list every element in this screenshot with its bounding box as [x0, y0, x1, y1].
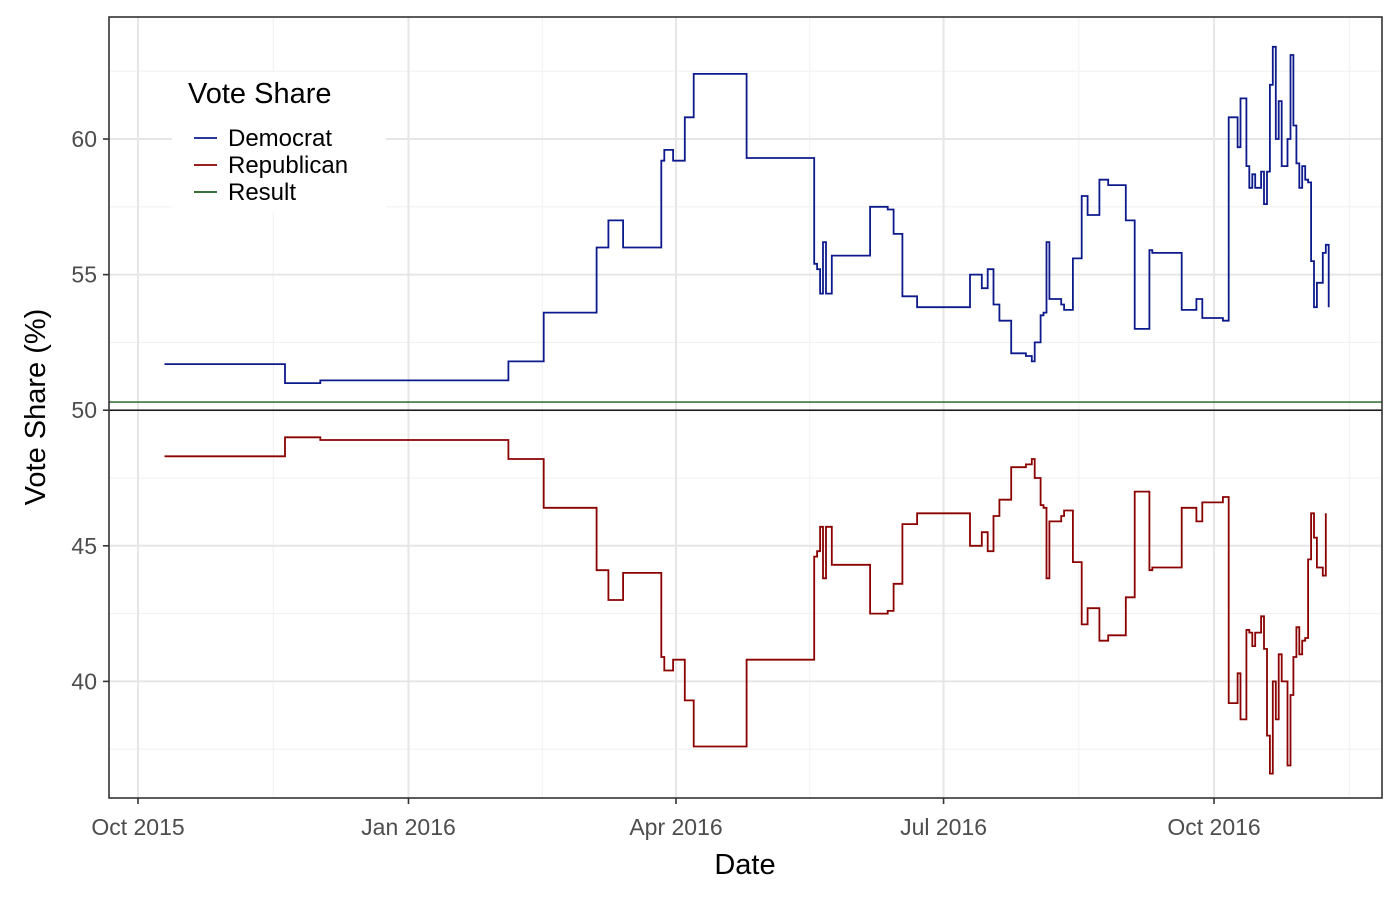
x-tick-label-jan-2016: Jan 2016: [361, 814, 456, 840]
x-axis-title: Date: [714, 849, 775, 881]
x-tick-label-oct-2015: Oct 2015: [91, 814, 184, 840]
legend: Vote Share Democrat Republican Result: [172, 72, 386, 212]
legend-label-republican: Republican: [228, 152, 348, 179]
y-tick-label-40: 40: [71, 668, 97, 694]
y-tick-label-50: 50: [71, 397, 97, 423]
y-tick-label-55: 55: [71, 262, 97, 288]
x-tick-label-jul-2016: Jul 2016: [900, 814, 987, 840]
panel-border: [108, 16, 1383, 799]
series-line-democrat: [164, 45, 1330, 384]
y-tick-label-60: 60: [71, 126, 97, 152]
legend-title: Vote Share: [188, 78, 332, 110]
series-lines: [164, 45, 1330, 775]
legend-background: [172, 72, 386, 212]
legend-label-result: Result: [228, 179, 296, 206]
x-tick-label-apr-2016: Apr 2016: [629, 814, 722, 840]
x-tick-label-oct-2016: Oct 2016: [1167, 814, 1260, 840]
y-axis-ticks: 40 45 50 55 60: [71, 126, 109, 694]
y-axis-title: Vote Share (%): [20, 309, 52, 506]
legend-label-democrat: Democrat: [228, 125, 332, 152]
x-axis-ticks: Oct 2015 Jan 2016 Apr 2016 Jul 2016 Oct 2016: [91, 798, 1261, 840]
reference-lines: [109, 401, 1382, 411]
series-line-republican: [164, 436, 1327, 775]
y-tick-label-45: 45: [71, 533, 97, 559]
